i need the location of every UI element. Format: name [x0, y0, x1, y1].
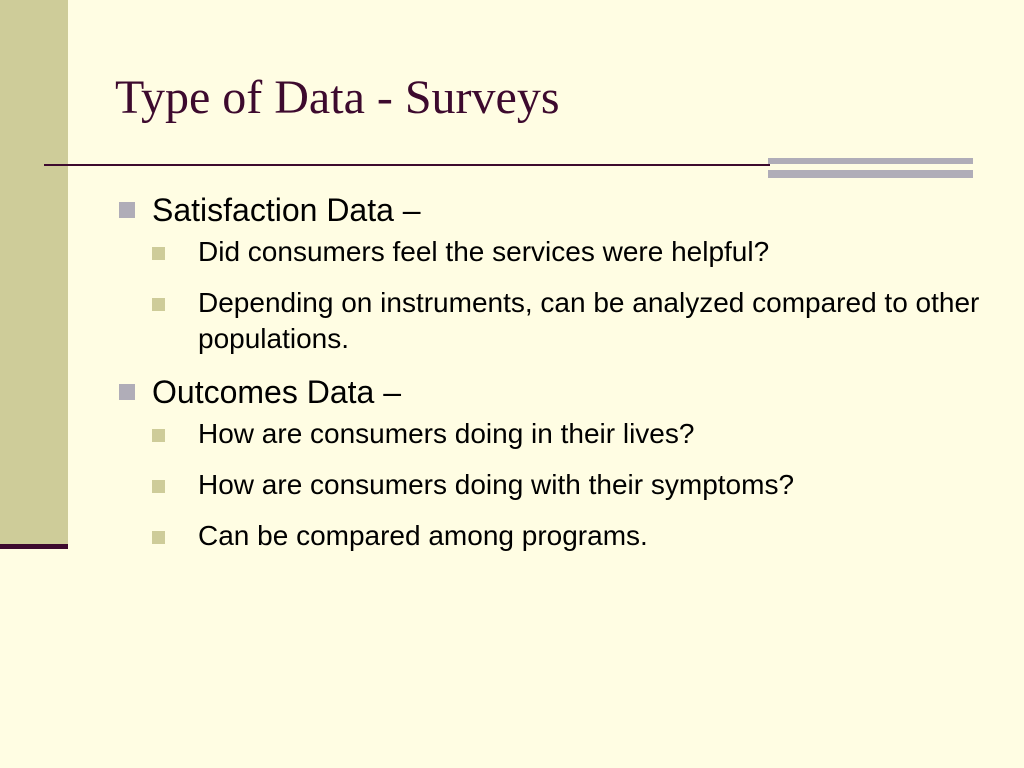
sub-bullet-list: Did consumers feel the services were hel… [152, 234, 996, 357]
square-bullet-icon [152, 298, 165, 311]
square-bullet-icon [152, 429, 165, 442]
sub-bullet-item: How are consumers doing with their sympt… [152, 467, 818, 503]
sub-bullet-item: Depending on instruments, can be analyze… [152, 285, 998, 357]
square-bullet-icon [119, 202, 135, 218]
bullet-outcomes-data: Outcomes Data – How are consumers doing … [116, 372, 996, 554]
sub-bullet-list: How are consumers doing in their lives? … [152, 416, 996, 554]
title-divider-line [44, 164, 770, 166]
bullet-satisfaction-data: Satisfaction Data – Did consumers feel t… [116, 190, 996, 357]
left-bar-rule [0, 544, 68, 549]
sub-bullet-text: Can be compared among programs. [198, 520, 648, 551]
sub-bullet-text: Did consumers feel the services were hel… [198, 236, 770, 267]
sub-bullet-text: How are consumers doing with their sympt… [198, 469, 795, 500]
slide-title: Type of Data - Surveys [115, 71, 560, 124]
sub-bullet-item: Did consumers feel the services were hel… [152, 234, 998, 270]
bullet-list: Satisfaction Data – Did consumers feel t… [116, 190, 996, 569]
bullet-text: Satisfaction Data – [152, 192, 421, 228]
accent-line-top [768, 158, 973, 164]
bullet-text: Outcomes Data – [152, 374, 401, 410]
sub-bullet-text: How are consumers doing in their lives? [198, 418, 695, 449]
square-bullet-icon [119, 384, 135, 400]
left-decorative-bar [0, 0, 68, 548]
square-bullet-icon [152, 480, 165, 493]
sub-bullet-item: Can be compared among programs. [152, 518, 998, 554]
sub-bullet-item: How are consumers doing in their lives? [152, 416, 998, 452]
square-bullet-icon [152, 247, 165, 260]
square-bullet-icon [152, 531, 165, 544]
sub-bullet-text: Depending on instruments, can be analyze… [198, 287, 980, 354]
accent-line-bottom [768, 170, 973, 178]
